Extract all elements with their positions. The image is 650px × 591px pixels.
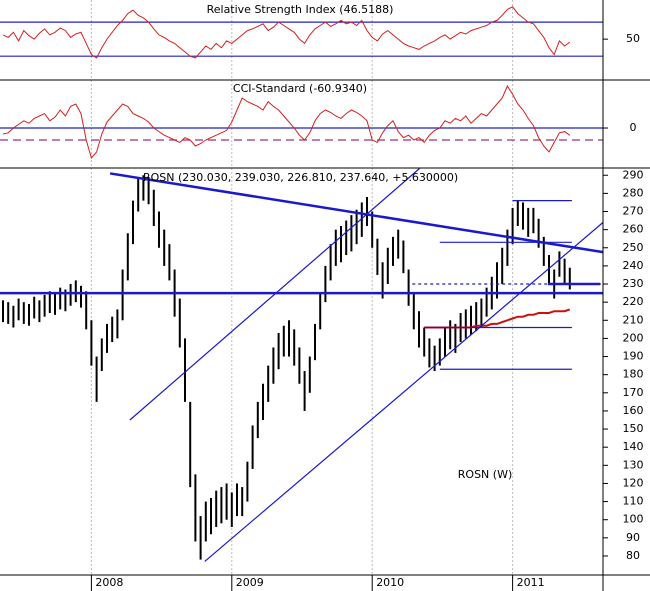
panel-title: CCI-Standard (-60.9340) — [233, 82, 367, 95]
y-tick-label: 130 — [623, 458, 644, 471]
y-tick-label: 140 — [623, 440, 644, 453]
y-tick-label: 220 — [623, 295, 644, 308]
y-tick-label: 200 — [623, 331, 644, 344]
panel-title: Relative Strength Index (46.5188) — [207, 3, 394, 16]
y-tick-label: 270 — [623, 205, 644, 218]
y-tick-label: 160 — [623, 404, 644, 417]
y-tick-label: 90 — [626, 531, 640, 544]
y-tick-label: 250 — [623, 241, 644, 254]
x-tick-label: 2011 — [517, 576, 545, 589]
y-tick-label: 190 — [623, 350, 644, 363]
y-tick-label: 290 — [623, 168, 644, 181]
x-tick-label: 2008 — [95, 576, 123, 589]
y-tick-label: 0 — [630, 121, 637, 134]
indicator-line — [2, 84, 571, 160]
y-tick-label: 100 — [623, 513, 644, 526]
trend-line — [109, 172, 604, 254]
indicator-line — [2, 6, 571, 59]
trend-line — [204, 221, 604, 562]
y-tick-label: 110 — [623, 495, 644, 508]
x-tick-label: 2010 — [376, 576, 404, 589]
y-tick-label: 170 — [623, 386, 644, 399]
y-tick-label: 50 — [626, 32, 640, 45]
y-tick-label: 280 — [623, 186, 644, 199]
x-tick-label: 2009 — [236, 576, 264, 589]
y-tick-label: 260 — [623, 223, 644, 236]
y-tick-label: 120 — [623, 476, 644, 489]
y-tick-label: 180 — [623, 368, 644, 381]
y-tick-label: 230 — [623, 277, 644, 290]
panel-title: ROSN (230.030, 239.030, 226.810, 237.640… — [143, 171, 458, 184]
y-tick-label: 240 — [623, 259, 644, 272]
y-tick-label: 210 — [623, 313, 644, 326]
y-tick-label: 150 — [623, 422, 644, 435]
y-tick-label: 80 — [626, 549, 640, 562]
annotation: ROSN (W) — [458, 468, 512, 481]
